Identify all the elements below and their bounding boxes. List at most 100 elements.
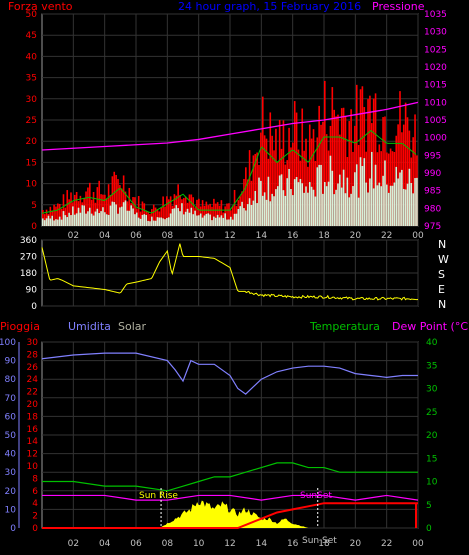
tick-label: 50 — [26, 10, 38, 20]
wind-avg-bar — [139, 218, 142, 226]
direction-axis-ticks: 0 90 180 270 360 — [20, 236, 37, 312]
wind-avg-bar — [391, 185, 394, 226]
wind-avg-bar — [113, 202, 116, 226]
wind-avg-bar — [51, 215, 53, 226]
wind-avg-bar — [224, 213, 226, 226]
wind-avg-bar — [235, 213, 238, 226]
wind-avg-bar — [293, 179, 296, 226]
tick-label: 15 — [26, 158, 37, 168]
wind-gust-bar — [233, 189, 236, 226]
wind-gust-bar — [218, 205, 221, 226]
wind-avg-bar — [292, 195, 294, 226]
wind-gust-bar — [192, 197, 194, 226]
wind-avg-bar — [316, 167, 319, 226]
tick-label: 5 — [31, 201, 37, 211]
compass-letter: W — [438, 253, 449, 266]
wind-avg-bar — [352, 186, 354, 226]
wind-avg-bar — [325, 186, 328, 226]
wind-avg-bar — [214, 217, 217, 226]
wind-avg-bar — [94, 211, 97, 226]
wind-avg-bar — [169, 213, 172, 226]
wind-gust-bar — [205, 201, 208, 226]
tick-label: 10 — [27, 462, 39, 472]
wind-gust-bar — [312, 129, 315, 226]
wind-gust-bar — [275, 128, 277, 226]
tick-label: 28 — [27, 350, 39, 360]
wind-gust-bar — [310, 138, 313, 226]
wind-avg-bar — [371, 151, 373, 226]
wind-avg-bar — [199, 213, 202, 226]
direction-series — [41, 243, 419, 301]
wind-avg-bar — [209, 214, 211, 226]
wind-gust-bar — [402, 124, 405, 226]
wind-avg-bar — [216, 214, 219, 226]
wind-avg-bar — [85, 213, 87, 226]
wind-avg-bar — [286, 178, 288, 226]
wind-avg-bar — [231, 219, 234, 226]
wind-average-line — [41, 129, 417, 214]
wind-avg-bar — [43, 220, 46, 226]
wind-avg-bar — [412, 193, 414, 226]
wind-gust-bar — [412, 137, 414, 226]
tick-label: 0 — [32, 524, 38, 534]
wind-avg-bar — [355, 164, 358, 226]
wind-gust-bar — [414, 114, 416, 226]
wind-gust-bar — [340, 108, 343, 226]
tick-label: 14 — [256, 539, 268, 549]
sunset-annotation-2: Sun Set — [302, 536, 337, 546]
wind-gust-bar — [256, 152, 258, 226]
wind-avg-bar — [102, 207, 104, 226]
wind-gust-bar — [325, 134, 328, 226]
wind-gust-bar — [58, 203, 61, 226]
sunset-annotation: SunSet — [300, 491, 332, 501]
wind-avg-bar — [284, 195, 287, 226]
wind-gust-bar — [308, 124, 311, 226]
tick-label: 5 — [426, 501, 432, 511]
wind-avg-bar — [57, 219, 59, 226]
wind-avg-bar — [226, 219, 228, 226]
wind-avg-bar — [156, 217, 159, 226]
wind-avg-bar — [218, 217, 221, 226]
tick-label: 06 — [130, 539, 142, 549]
wind-avg-bar — [147, 220, 149, 226]
tick-label: 12 — [27, 450, 38, 460]
tick-label: 6 — [32, 487, 38, 497]
wind-gust-bar — [269, 112, 272, 226]
wind-avg-bar — [42, 218, 44, 226]
dewpoint-label: Dew Point (°C) — [392, 320, 469, 333]
wind-avg-bar — [130, 205, 132, 226]
tick-label: 22 — [27, 388, 38, 398]
wind-gust-bar — [290, 147, 292, 226]
wind-gust-bar — [295, 112, 298, 226]
wind-gust-bar — [231, 205, 234, 226]
wind-avg-bar — [137, 217, 140, 226]
tick-label: 100 — [0, 338, 16, 348]
wind-gust-bar — [96, 187, 99, 226]
wind-avg-bar — [105, 214, 108, 226]
wind-gust-bar — [246, 179, 249, 226]
tick-label: 40 — [426, 338, 438, 348]
wind-avg-bar — [410, 183, 413, 226]
wind-avg-bar — [167, 217, 170, 226]
wind-avg-bar — [239, 206, 241, 226]
wind-avg-bar — [126, 210, 129, 226]
wind-avg-bar — [124, 200, 127, 226]
pressure-label: Pressione — [372, 0, 425, 13]
direction-panel-grid — [42, 239, 419, 307]
wind-gust-bar — [265, 138, 268, 226]
temperature-line — [42, 462, 418, 492]
wind-gust-bar — [335, 116, 337, 226]
wind-avg-bar — [158, 217, 161, 226]
wind-gust-bar — [79, 195, 82, 226]
wind-gust-bar — [342, 107, 345, 226]
wind-avg-bar — [152, 220, 155, 226]
wind-gust-bar — [228, 203, 230, 226]
wind-gust-bar — [107, 184, 110, 226]
tick-label: 975 — [424, 222, 441, 232]
wind-avg-bar — [154, 220, 157, 226]
dewpoint-line — [42, 494, 419, 501]
wind-avg-bar — [173, 208, 176, 226]
wind-gust-bar — [75, 191, 78, 226]
wind-avg-bar — [382, 175, 384, 226]
